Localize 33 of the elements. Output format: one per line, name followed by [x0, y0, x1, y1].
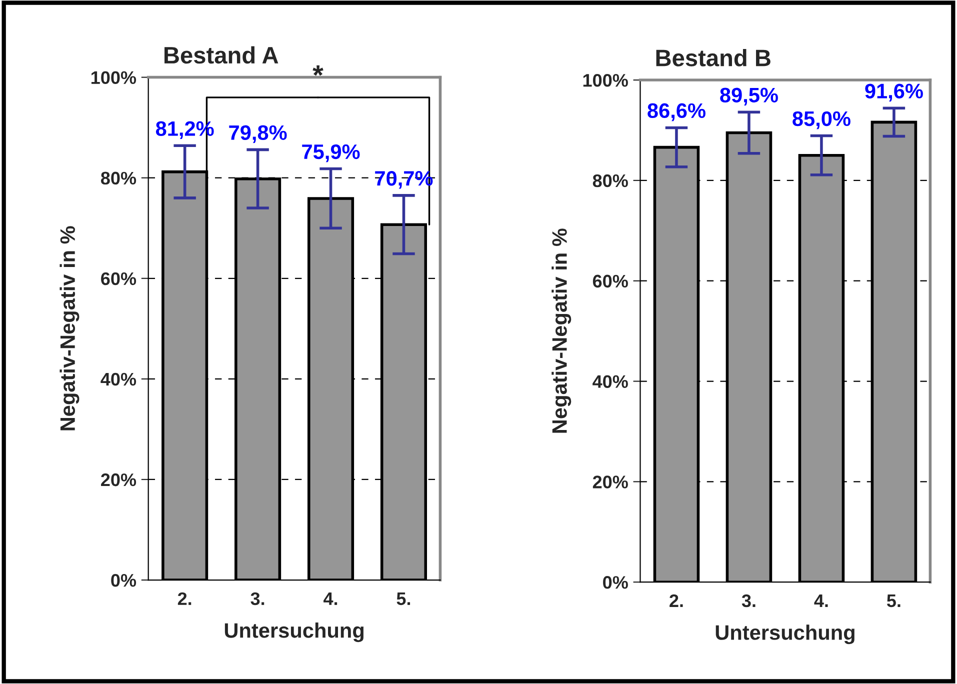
y-tick-label: 0%	[111, 574, 136, 587]
y-tick-label: 40%	[592, 375, 628, 388]
x-tick-label: 4.	[324, 592, 338, 605]
y-tick-label: 100%	[583, 74, 628, 87]
x-tick-label: 2.	[178, 592, 192, 605]
text: *	[312, 65, 324, 76]
y-tick-label: 60%	[592, 274, 628, 288]
x-axis-title: Untersuchung	[224, 622, 364, 642]
data-label: 86,6%	[648, 103, 706, 122]
x-tick-label: 5.	[396, 592, 410, 606]
y-tick-label: 80%	[100, 172, 136, 185]
y-tick-label: 0%	[603, 576, 628, 589]
data-label: 89,5%	[720, 88, 778, 106]
y-tick-label: 100%	[91, 71, 136, 84]
chart-title: Bestand B	[656, 49, 770, 66]
y-axis-title: Negativ-Negativ in %	[552, 228, 572, 433]
chart-title: Bestand A	[164, 46, 278, 64]
x-tick-label: 2.	[670, 594, 683, 607]
y-tick-label: 20%	[101, 473, 136, 486]
data-label: 91,6%	[865, 84, 923, 102]
x-tick-label: 3.	[742, 594, 756, 608]
y-tick-label: 80%	[592, 174, 628, 188]
y-tick-label: 20%	[592, 476, 628, 488]
y-tick-label: 40%	[100, 372, 136, 386]
x-axis-title: Untersuchung	[716, 624, 854, 644]
y-tick-label: 60%	[101, 272, 136, 286]
x-tick-label: 3.	[250, 592, 264, 606]
x-tick-label: 4.	[814, 594, 828, 607]
x-tick-label: 5.	[886, 594, 900, 608]
data-label: 85,0%	[792, 111, 850, 130]
y-axis-title: Negativ-Negativ in %	[60, 226, 80, 430]
data-label: 79,8%	[229, 125, 287, 144]
data-label: 75,9%	[302, 144, 360, 162]
